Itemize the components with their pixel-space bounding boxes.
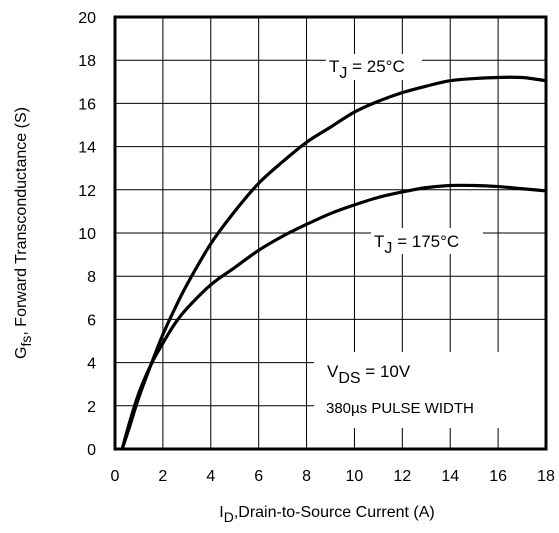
y-tick-label: 20	[78, 10, 96, 27]
curve-tj-25c	[120, 75, 548, 451]
x-tick-label: 2	[158, 468, 167, 485]
y-tick-label: 8	[87, 269, 96, 286]
y-tick-label: 18	[78, 53, 96, 70]
x-tick-label: 4	[206, 468, 215, 485]
y-tick-label: 10	[78, 226, 96, 243]
annotation-box	[314, 352, 546, 428]
x-tick-label: 12	[393, 468, 411, 485]
y-tick-label: 2	[87, 399, 96, 416]
label-bg-25c	[326, 54, 422, 80]
y-tick-label: 14	[78, 140, 96, 157]
y-tick-label: 12	[78, 183, 96, 200]
series-label-25c: TJ = 25°C	[329, 57, 405, 82]
x-axis-title: ID,Drain-to-Source Current (A)	[219, 504, 435, 525]
tick-labels: 0 2 4 6 8 10 12 14 16 18 0 2 4 6 8 10 12 14 16 18 20	[78, 10, 555, 485]
label-bg-175c	[371, 228, 483, 254]
annotation-vds: VDS = 10V	[327, 362, 411, 387]
curve-tj-175c	[120, 183, 548, 451]
y-tick-label: 6	[87, 312, 96, 329]
annotation-pulse-width: 380µs PULSE WIDTH	[326, 400, 474, 417]
y-axis-title: Gfs, Forward Transconductance (S)	[13, 107, 34, 359]
curves	[120, 75, 548, 451]
x-tick-label: 18	[537, 468, 555, 485]
x-tick-label: 10	[346, 468, 364, 485]
plot-frame	[113, 15, 548, 451]
y-tick-label: 4	[87, 356, 96, 373]
x-tick-label: 0	[111, 468, 120, 485]
series-label-175c: TJ = 175°C	[374, 232, 459, 257]
y-tick-label: 0	[87, 442, 96, 459]
x-tick-label: 8	[302, 468, 311, 485]
x-tick-label: 6	[254, 468, 263, 485]
x-tick-label: 16	[489, 468, 507, 485]
x-tick-label: 14	[441, 468, 459, 485]
y-tick-label: 16	[78, 96, 96, 113]
